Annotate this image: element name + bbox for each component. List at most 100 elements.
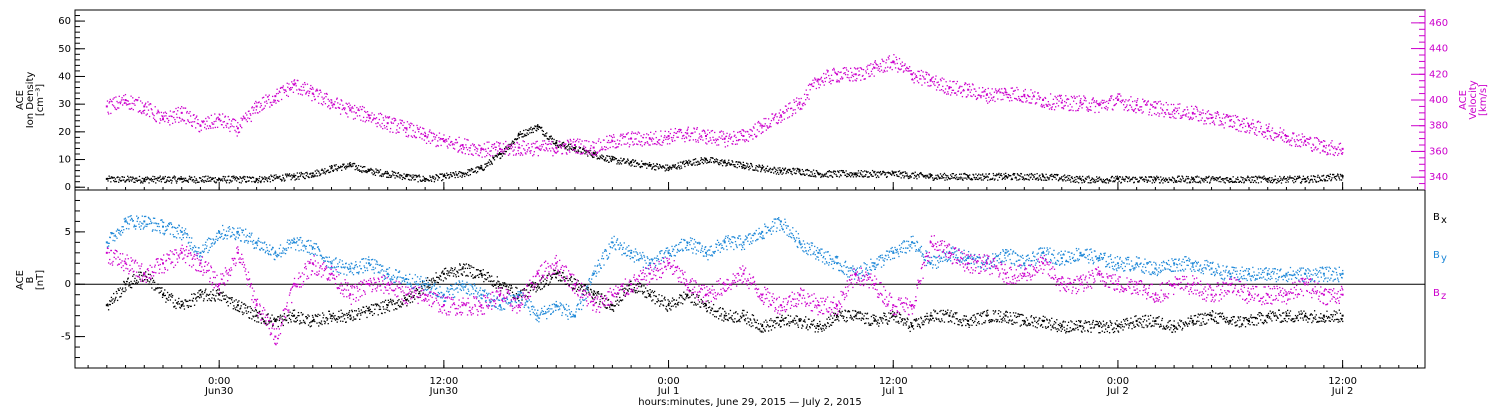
ion-density-dot [570,147,572,150]
velocity-point [761,124,764,127]
ion-density-dot [852,173,854,176]
velocity-dot [1119,100,1121,103]
velocity-dot [1209,122,1211,125]
velocity-dot [722,131,724,133]
ion-density-dot [276,177,278,179]
ion-density-dot [955,173,957,176]
velocity-dot [916,76,918,79]
ion-density-dot [1138,180,1141,182]
ion-density-dot [1079,175,1081,178]
bx-dot [297,314,299,317]
velocity-dot [119,102,122,105]
ion-density-dot [349,161,351,164]
ion-density-dot [653,168,656,171]
velocity-dot [1285,141,1288,144]
velocity-dot [584,140,586,142]
bx-dot [306,317,308,320]
bx-dot [321,323,323,326]
velocity-dot [1203,123,1205,125]
velocity-point [742,135,745,137]
bx-dot [324,322,326,325]
velocity-dot [204,126,206,129]
velocity-point [555,146,558,149]
ion-density-dot [1324,179,1326,181]
velocity-dot [689,139,691,141]
velocity-dot [901,65,903,67]
velocity-point [836,73,839,76]
ion-density-dot [660,166,662,168]
velocity-dot [804,103,806,106]
bx-dot [114,299,116,302]
velocity-dot [1097,103,1100,105]
velocity-dot [351,111,353,113]
velocity-dot [154,106,156,108]
bx-dot [131,282,133,285]
bx-point [1116,325,1119,328]
ion-density-dot [740,163,742,165]
velocity-dot [374,118,377,120]
velocity-dot [350,109,352,111]
ion-density-dot [855,174,857,176]
velocity-dot [780,121,782,123]
bx-dot [322,317,324,319]
velocity-dot [901,61,903,63]
ion-density-dot [437,179,439,181]
ion-density-dot [178,177,181,180]
velocity-dot [375,117,378,119]
ion-density-dot [1034,173,1036,176]
velocity-dot [353,104,356,107]
ion-density-dot [713,162,715,164]
ion-density-dot [314,174,316,176]
ion-density-dot [522,136,524,138]
ion-density-dot [1145,176,1147,179]
ion-density-dot [1066,179,1069,181]
bx-point [1098,325,1101,328]
velocity-dot [851,71,853,74]
velocity-dot [493,143,496,145]
bx-dot [138,274,141,276]
ion-density-dot [1155,180,1157,182]
velocity-dot [1200,119,1202,121]
ion-density-dot [697,160,699,162]
ion-density-dot [359,170,361,172]
velocity-dot [487,152,489,154]
ion-density-dot [529,132,531,134]
ion-density-dot [739,162,742,164]
velocity-dot [283,91,286,94]
velocity-dot [855,80,857,82]
velocity-dot [372,118,374,121]
ion-density-dot [132,177,134,179]
velocity-dot [806,94,808,96]
ion-density-dot [985,173,987,175]
ion-density-dot [414,178,416,181]
velocity-dot [1242,118,1244,120]
bx-point [910,325,913,328]
velocity-dot [512,150,514,152]
ion-density-dot [1113,180,1116,183]
ion-density-dot [372,173,374,176]
velocity-dot [179,107,182,110]
velocity-dot [851,74,853,76]
ion-density-dot [1069,179,1071,181]
ion-density-dot [1235,178,1237,180]
ion-density-dot [1250,181,1252,183]
ion-density-dot [291,174,293,176]
ion-density-dot [1247,175,1249,177]
velocity-dot [134,104,136,106]
ion-density-dot [698,161,700,163]
velocity-dot [384,115,387,117]
bx-point [1322,314,1325,317]
ion-density-dot [456,174,459,176]
velocity-dot [776,122,779,125]
ion-density-dot [1057,174,1059,176]
velocity-dot [1046,104,1048,106]
ion-density-dot [1126,180,1129,183]
velocity-dot [1139,106,1142,108]
ion-density-dot [582,148,584,150]
ion-density-dot [285,174,287,176]
ion-density-dot [1152,180,1155,182]
ion-density-dot [902,171,905,173]
ion-density-dot [594,153,596,155]
ion-density-dot [1074,176,1076,179]
bx-dot [281,318,283,320]
